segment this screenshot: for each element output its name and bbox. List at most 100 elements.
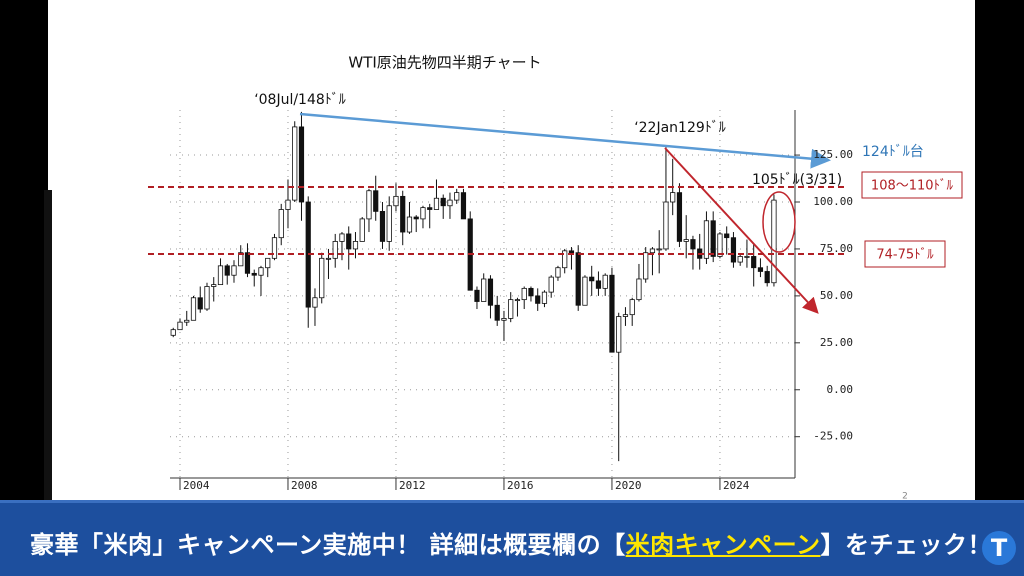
- grid: [170, 110, 800, 490]
- candle-body: [292, 126, 298, 201]
- candle-body: [440, 197, 446, 207]
- candle-body: [400, 195, 406, 233]
- candle-body: [352, 241, 359, 250]
- candle-body: [224, 265, 230, 276]
- candle-body: [184, 319, 190, 323]
- y-tick-label: 125.00: [813, 148, 853, 161]
- candle-body: [244, 252, 251, 274]
- candle-body: [231, 265, 237, 276]
- candle-body: [676, 192, 683, 242]
- candle-body: [730, 237, 737, 263]
- chart-title: WTI原油先物四半期チャート: [348, 54, 541, 72]
- candle-body: [629, 299, 635, 316]
- candle-body: [197, 297, 203, 310]
- candle-body: [454, 192, 460, 201]
- candle-body: [278, 209, 284, 239]
- candle-body: [393, 195, 399, 207]
- y-tick-label: 25.00: [820, 336, 853, 349]
- page-number: 2: [902, 492, 908, 501]
- candle-body: [366, 190, 372, 220]
- candle-body: [589, 276, 595, 282]
- candle-body: [501, 318, 507, 321]
- annotation-box: [861, 171, 963, 199]
- candle-body: [211, 284, 217, 287]
- candle-body: [447, 199, 453, 207]
- banner-text: 豪華「米肉」キャンペーン実施中！ 詳細は概要欄の【米肉キャンペーン】をチェック！: [30, 525, 992, 560]
- slide: WTI原油先物四半期チャート ‘08Jul/148ﾄﾞﾙ ‘22Jan129ﾄﾞ…: [44, 0, 975, 501]
- candle-body: [528, 287, 534, 297]
- x-tick-label: 2024: [723, 479, 750, 492]
- candle-body: [764, 271, 770, 284]
- candle-body: [521, 287, 527, 301]
- candle-body: [555, 267, 561, 278]
- candle-body: [757, 267, 764, 272]
- candle-body: [190, 297, 197, 321]
- annotation: 105ﾄﾞﾙ(3/31): [752, 172, 842, 188]
- candle-body: [737, 256, 743, 263]
- candle-body: [771, 199, 777, 284]
- candle-body: [541, 291, 548, 304]
- candle-body: [710, 220, 716, 257]
- highlight-ellipse: [762, 191, 796, 253]
- candle-body: [332, 241, 338, 259]
- candle-body: [170, 329, 176, 336]
- candle-body: [494, 304, 500, 321]
- candle-body: [616, 316, 622, 353]
- channel-logo: T: [982, 531, 1016, 565]
- candle-body: [751, 256, 757, 269]
- candle-body: [643, 252, 649, 280]
- candle-body: [622, 314, 629, 317]
- candle-body: [433, 197, 440, 210]
- campaign-banner: 豪華「米肉」キャンペーン実施中！ 詳細は概要欄の【米肉キャンペーン】をチェック！…: [0, 500, 1024, 576]
- candle-body: [386, 205, 392, 242]
- y-tick-label: -25.00: [813, 430, 853, 443]
- candle-body: [656, 248, 662, 251]
- candle-body: [285, 199, 291, 210]
- candle-body: [636, 278, 642, 301]
- candle-body: [474, 289, 480, 302]
- y-tick-label: 0.00: [827, 383, 854, 396]
- down-trendline: [664, 147, 819, 314]
- banner-text-part: 】をチェック！: [820, 531, 992, 559]
- candle-body: [379, 210, 386, 242]
- y-tick-label: 75.00: [820, 242, 853, 255]
- candle-body: [265, 257, 271, 269]
- edge-strip: [44, 190, 52, 500]
- y-tick-label: 100.00: [813, 195, 853, 208]
- resistance-trendline: [299, 112, 831, 169]
- x-tick-label: 2012: [399, 479, 426, 492]
- candle-body: [683, 239, 689, 242]
- candle-body: [703, 220, 710, 259]
- candle-body: [535, 295, 541, 304]
- annotation: 74-75ﾄﾞﾙ: [876, 248, 934, 263]
- candle-body: [595, 280, 602, 289]
- candle-body: [724, 233, 730, 239]
- candle-body: [690, 239, 696, 250]
- candle-body: [251, 272, 257, 276]
- candle-body: [663, 201, 669, 250]
- candle-body: [582, 276, 588, 306]
- candle-body: [319, 257, 325, 299]
- annotation: ‘22Jan129ﾄﾞﾙ: [634, 120, 726, 136]
- candle-body: [427, 207, 433, 210]
- x-tick-label: 2004: [183, 479, 210, 492]
- candle-body: [508, 299, 514, 319]
- candle-body: [609, 274, 615, 353]
- candle-body: [481, 278, 487, 302]
- x-tick-label: 2008: [291, 479, 318, 492]
- candle-body: [312, 297, 318, 308]
- candle-body: [649, 248, 656, 254]
- candle-body: [271, 237, 278, 259]
- x-tick-label: 2016: [507, 479, 533, 492]
- candle-body: [406, 216, 413, 233]
- x-tick-label: 2020: [615, 479, 642, 492]
- annotation: 124ﾄﾞﾙ台: [862, 144, 924, 160]
- candle-body: [346, 233, 352, 250]
- annotation-box: [864, 240, 946, 268]
- candle-body: [568, 250, 575, 254]
- candle-body: [204, 286, 210, 310]
- candle-body: [373, 190, 379, 212]
- y-tick-label: 50.00: [820, 289, 853, 302]
- candle-body: [460, 192, 467, 220]
